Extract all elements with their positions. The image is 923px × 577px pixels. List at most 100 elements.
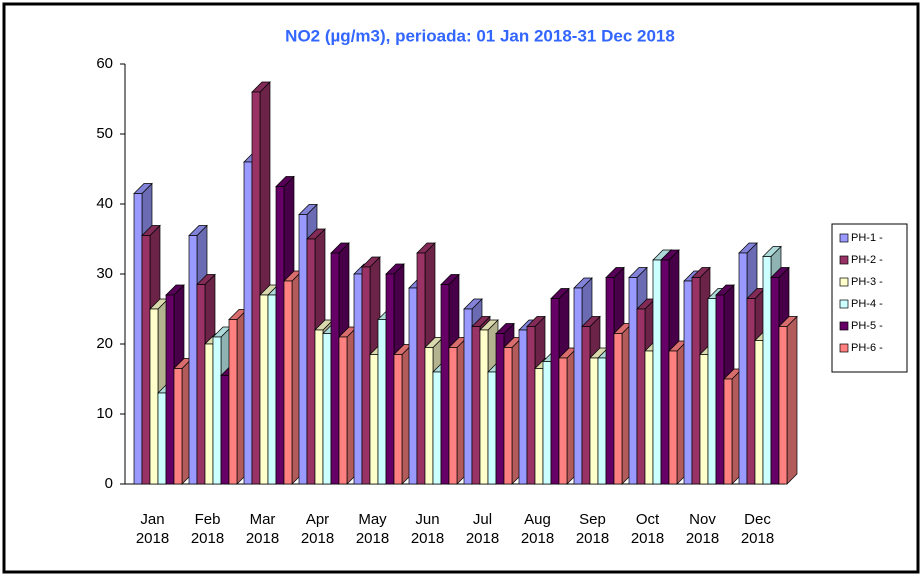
legend-label: PH-5 -: [851, 320, 883, 332]
y-tick-label: 20: [96, 335, 113, 352]
bar-front: [463, 308, 473, 485]
bar-front: [660, 259, 670, 485]
bar-front: [243, 161, 253, 485]
bar-front: [259, 294, 269, 485]
bar-front: [424, 347, 434, 485]
bar-front: [550, 298, 560, 485]
bar-front: [283, 280, 293, 485]
bar-front: [220, 375, 230, 485]
bar-front: [338, 336, 348, 485]
bar-front: [691, 277, 701, 485]
x-tick-label: Jan 2018: [135, 511, 170, 547]
bar-front: [503, 347, 513, 485]
bar-front: [306, 238, 316, 485]
bar-front: [487, 371, 497, 485]
legend-label: PH-1 -: [851, 232, 883, 244]
bar-front: [165, 294, 175, 485]
bar-front: [479, 329, 489, 485]
bar-front: [385, 273, 395, 485]
bar-front: [157, 392, 167, 485]
bar-front: [322, 333, 332, 485]
bar-front: [133, 193, 143, 485]
x-tick-label: Mar 2018: [245, 511, 280, 547]
y-tick-label: 50: [96, 125, 113, 142]
bar-front: [471, 326, 481, 485]
bar-front: [628, 277, 638, 485]
legend-swatch: [839, 343, 849, 353]
y-tick-label: 40: [96, 195, 113, 212]
bar-front: [683, 280, 693, 485]
bar-front: [652, 259, 662, 485]
x-tick-label: Dec 2018: [740, 511, 775, 547]
bar-front: [668, 350, 678, 485]
bar-front: [408, 287, 418, 485]
bar-front: [636, 308, 646, 485]
bar-front: [204, 343, 214, 485]
bar-front: [495, 333, 505, 485]
legend-label: PH-4 -: [851, 298, 883, 310]
bar-front: [605, 277, 615, 485]
bar-front: [149, 308, 159, 485]
x-tick-label: Jul 2018: [465, 511, 500, 547]
bar-side: [786, 315, 798, 485]
bar-front: [314, 329, 324, 485]
bar-front: [707, 298, 717, 485]
bar-front: [251, 91, 261, 485]
bar-front: [298, 214, 308, 485]
bar-front: [393, 354, 403, 485]
legend-swatch: [839, 321, 849, 331]
x-tick-label: Sep 2018: [575, 511, 610, 547]
bar-front: [440, 284, 450, 485]
bar-front: [746, 298, 756, 485]
x-tick-label: Oct 2018: [630, 511, 665, 547]
bar: [778, 315, 798, 485]
legend-label: PH-2 -: [851, 254, 883, 266]
bar-front: [212, 336, 222, 485]
bar-front: [228, 319, 238, 485]
y-tick-label: 0: [105, 475, 113, 492]
x-tick-label: Apr 2018: [300, 511, 335, 547]
bar-front: [542, 361, 552, 485]
y-tick-label: 10: [96, 405, 113, 422]
bar-front: [738, 252, 748, 485]
bar-front: [369, 354, 379, 485]
bar-front: [613, 333, 623, 485]
x-tick-label: Jun 2018: [410, 511, 445, 547]
x-tick-label: Feb 2018: [190, 511, 225, 547]
bar-front: [762, 256, 772, 485]
bar-front: [188, 235, 198, 485]
bar-front: [770, 277, 780, 485]
legend-swatch: [839, 233, 849, 243]
bar-front: [534, 368, 544, 485]
y-tick-label: 30: [96, 265, 113, 282]
legend-label: PH-6 -: [851, 342, 883, 354]
bar-front: [416, 252, 426, 485]
bar-front: [526, 326, 536, 485]
y-tick-label: 60: [96, 55, 113, 72]
bar-front: [196, 284, 206, 485]
bar-front: [432, 371, 442, 485]
bar-front: [778, 326, 788, 485]
bar-front: [330, 252, 340, 485]
bar-front: [275, 186, 285, 485]
bar-front: [754, 340, 764, 485]
bar-front: [141, 235, 151, 485]
bar-front: [699, 354, 709, 485]
legend-swatch: [839, 299, 849, 309]
bar-front: [644, 350, 654, 485]
legend-swatch: [839, 255, 849, 265]
legend-swatch: [839, 277, 849, 287]
bar-front: [581, 326, 591, 485]
bar-front: [723, 378, 733, 485]
bar-front: [173, 368, 183, 485]
bar-front: [377, 319, 387, 485]
bar-front: [518, 329, 528, 485]
legend-label: PH-3 -: [851, 276, 883, 288]
chart-title: NO2 (µg/m3), perioada: 01 Jan 2018-31 De…: [285, 26, 675, 45]
bar-front: [715, 294, 725, 485]
bar-front: [353, 273, 363, 485]
x-tick-label: May 2018: [355, 511, 390, 547]
